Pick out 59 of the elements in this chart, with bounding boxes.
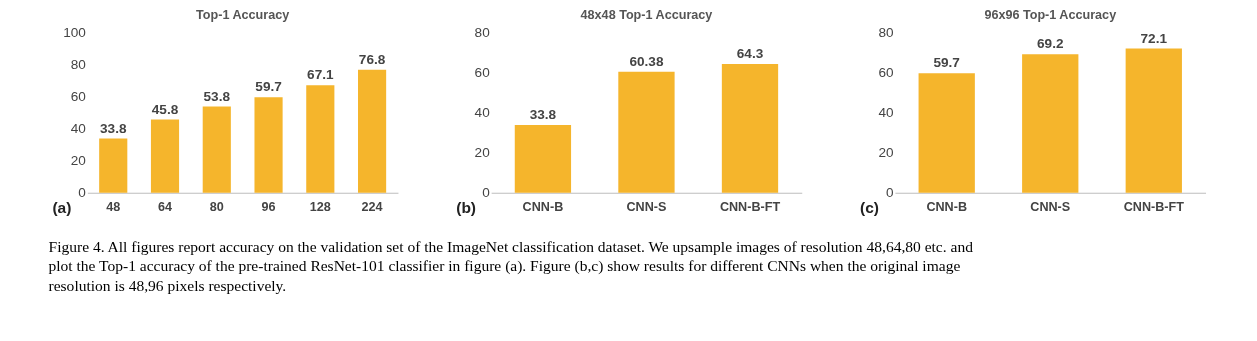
y-tick-label: 80 — [70, 56, 87, 72]
data-label: 69.2 — [1037, 36, 1064, 52]
data-label: 33.8 — [100, 120, 127, 136]
bar — [358, 69, 387, 193]
text: (c) — [860, 199, 879, 217]
data-label: 53.8 — [203, 88, 231, 104]
x-tick-label: 128 — [309, 199, 331, 214]
data-label: 59.7 — [255, 79, 282, 95]
y-tick-label: 20 — [878, 145, 894, 161]
y-tick-label: 20 — [70, 153, 87, 169]
bar — [721, 64, 779, 193]
data-label: 59.7 — [933, 55, 960, 71]
y-tick-label: 0 — [885, 185, 894, 201]
chart-title: 48x48 Top-1 Accuracy — [580, 8, 713, 23]
x-tick-label: CNN-B-FT — [719, 199, 781, 214]
bar — [202, 106, 231, 193]
data-label: 64.3 — [736, 46, 764, 62]
y-tick-label: 40 — [70, 121, 87, 137]
bar — [918, 73, 975, 193]
y-tick-label: 100 — [63, 24, 87, 40]
bar — [99, 138, 128, 193]
y-tick-label: 0 — [482, 185, 491, 201]
x-tick-label: CNN-B — [926, 199, 968, 214]
x-tick-label: 96 — [261, 199, 276, 214]
y-tick-label: 80 — [474, 24, 491, 40]
y-tick-label: 60 — [474, 65, 491, 80]
y-tick-label: 20 — [474, 145, 491, 161]
x-tick-label: CNN-B-FT — [1123, 199, 1185, 214]
bar — [254, 97, 283, 193]
bar — [514, 125, 572, 193]
y-tick-label: 0 — [78, 185, 87, 201]
bar — [618, 71, 675, 193]
x-tick-label: 80 — [209, 199, 224, 214]
data-label: 67.1 — [307, 67, 334, 83]
text: (a) — [52, 199, 72, 217]
bar — [150, 119, 180, 193]
y-tick-label: 60 — [70, 89, 87, 105]
data-label: 72.1 — [1140, 30, 1168, 46]
bar — [1125, 48, 1182, 193]
text: (b) — [456, 199, 477, 217]
data-label: 60.38 — [629, 54, 664, 70]
caption: Figure 4. All figures report accuracy on the validation set of the ImageNet classification dataset. We upsample images of resolution 48,64,80 etc. and plot the Top-1 accuracy of the pre-trained ResNet-101 classifier in figure (a). Figure (b,c) show results for different CNNs when the original image resolution is 48,96 pixels respectively. — [48, 237, 974, 294]
x-tick-label: 48 — [106, 199, 121, 214]
data-label: 45.8 — [151, 101, 179, 117]
x-tick-label: CNN-S — [626, 199, 667, 214]
chart-title: 96x96 Top-1 Accuracy — [984, 8, 1117, 23]
x-tick-label: 64 — [158, 199, 173, 214]
y-tick-label: 60 — [878, 65, 894, 80]
chart-title: Top-1 Accuracy — [196, 8, 290, 23]
data-label: 33.8 — [529, 107, 557, 123]
y-tick-label: 40 — [878, 105, 894, 121]
x-tick-label: CNN-B — [522, 199, 564, 214]
bar — [306, 85, 335, 193]
data-label: 76.8 — [358, 51, 386, 67]
y-tick-label: 40 — [474, 105, 491, 121]
x-tick-label: 224 — [361, 199, 383, 214]
x-tick-label: CNN-S — [1030, 199, 1071, 214]
y-tick-label: 80 — [878, 24, 894, 40]
bar — [1022, 54, 1079, 193]
